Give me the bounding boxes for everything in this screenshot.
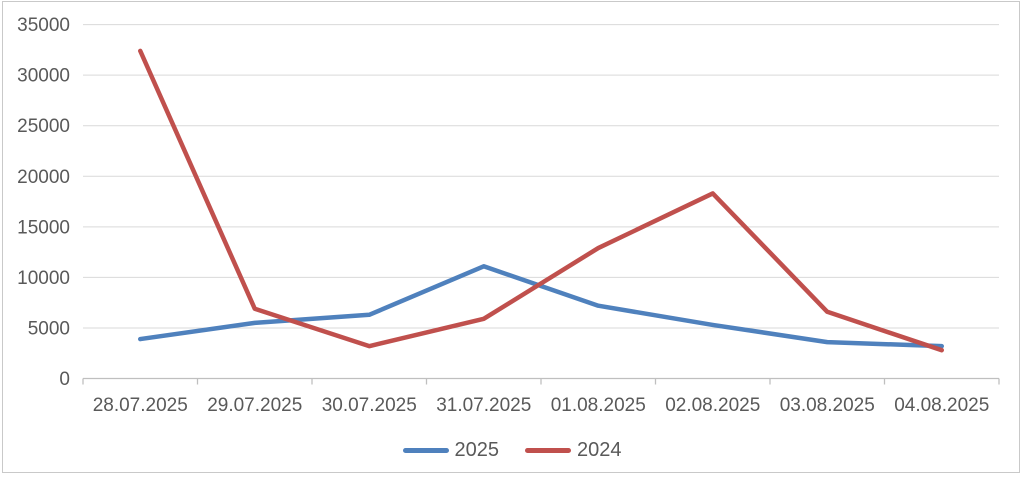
y-tick-label: 0 [59, 369, 70, 390]
x-tick-label: 02.08.2025 [665, 395, 760, 416]
legend-swatch [525, 447, 571, 453]
y-tick-label: 20000 [17, 167, 70, 188]
x-tick-label: 30.07.2025 [322, 395, 417, 416]
y-tick-label: 35000 [17, 15, 70, 36]
legend-label: 2025 [454, 439, 500, 461]
x-tick-label: 01.08.2025 [551, 395, 646, 416]
legend-label: 2024 [577, 439, 622, 461]
x-tick-label: 03.08.2025 [780, 395, 875, 416]
series-line-2024 [138, 48, 944, 353]
legend: 2025 2024 [0, 436, 1024, 464]
y-tick-label: 10000 [17, 268, 70, 289]
y-tick-label: 30000 [17, 66, 70, 87]
x-tick-label: 28.07.2025 [93, 395, 188, 416]
y-tick-label: 5000 [28, 318, 70, 339]
chart-border [2, 1, 1020, 473]
legend-item-2024: 2024 [525, 440, 622, 460]
y-tick-label: 15000 [17, 217, 70, 238]
x-tick-label: 04.08.2025 [894, 395, 989, 416]
x-tick-label: 31.07.2025 [436, 395, 531, 416]
legend-swatch [402, 447, 449, 453]
x-tick-label: 29.07.2025 [207, 395, 302, 416]
y-tick-label: 25000 [17, 116, 70, 137]
legend-item-2025: 2025 [402, 439, 500, 461]
